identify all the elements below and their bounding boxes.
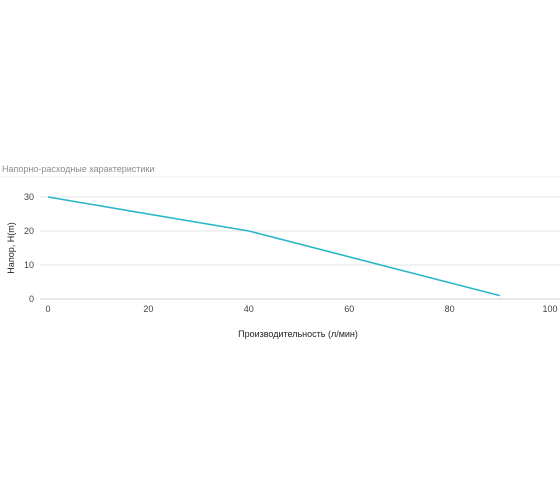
y-tick-label: 30 — [24, 192, 34, 202]
x-tick-label: 60 — [344, 304, 354, 314]
y-axis-label: Напор, H(m) — [6, 222, 16, 273]
x-tick-label: 20 — [143, 304, 153, 314]
y-tick-label: 10 — [24, 260, 34, 270]
x-tick-label: 40 — [244, 304, 254, 314]
x-tick-labels: 0 20 40 60 80 100 — [45, 304, 557, 314]
series-lines — [47, 196, 500, 297]
series-line — [47, 196, 500, 297]
x-tick-label: 80 — [445, 304, 455, 314]
x-tick-label: 0 — [45, 304, 50, 314]
x-axis-label: Производительность (л/мин) — [238, 329, 358, 339]
grid-lines — [40, 196, 560, 300]
x-tick-label: 100 — [542, 304, 557, 314]
y-tick-labels: 0 10 20 30 — [24, 192, 34, 304]
y-tick-label: 20 — [24, 226, 34, 236]
chart-title: Напорно-расходные характеристики — [2, 164, 155, 174]
y-tick-label: 0 — [29, 294, 34, 304]
